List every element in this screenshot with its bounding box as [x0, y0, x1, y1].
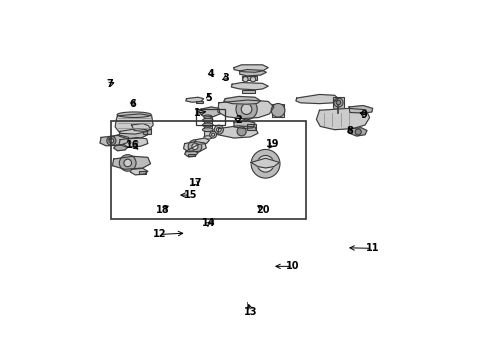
- Circle shape: [124, 159, 131, 167]
- Polygon shape: [218, 126, 258, 138]
- Circle shape: [188, 140, 202, 153]
- Polygon shape: [184, 141, 206, 152]
- Circle shape: [236, 99, 257, 120]
- Polygon shape: [131, 123, 150, 131]
- Polygon shape: [113, 156, 150, 169]
- Polygon shape: [119, 138, 148, 147]
- Ellipse shape: [204, 136, 212, 139]
- Text: 16: 16: [126, 140, 139, 150]
- Text: 15: 15: [184, 190, 197, 200]
- Polygon shape: [119, 129, 148, 139]
- Ellipse shape: [202, 123, 213, 127]
- Bar: [196, 100, 203, 103]
- Polygon shape: [100, 135, 129, 146]
- Polygon shape: [296, 94, 339, 104]
- Bar: [242, 76, 257, 80]
- Polygon shape: [234, 65, 268, 72]
- Text: 12: 12: [152, 229, 166, 239]
- Polygon shape: [224, 96, 261, 104]
- Circle shape: [107, 136, 116, 145]
- Circle shape: [271, 103, 285, 117]
- Circle shape: [237, 127, 246, 136]
- Text: 2: 2: [236, 115, 243, 125]
- Polygon shape: [234, 121, 255, 129]
- Text: 3: 3: [222, 73, 229, 83]
- Bar: [189, 153, 196, 156]
- Circle shape: [250, 77, 256, 82]
- Text: 8: 8: [346, 126, 353, 136]
- Circle shape: [121, 141, 124, 144]
- Circle shape: [243, 77, 248, 82]
- Bar: [204, 117, 212, 138]
- Circle shape: [120, 155, 136, 171]
- Bar: [247, 124, 256, 130]
- Bar: [143, 127, 151, 134]
- Text: 6: 6: [129, 99, 136, 109]
- Polygon shape: [199, 107, 220, 117]
- Polygon shape: [240, 69, 267, 76]
- Circle shape: [251, 149, 280, 178]
- Text: 9: 9: [361, 110, 368, 120]
- Ellipse shape: [202, 128, 213, 132]
- Text: 11: 11: [366, 243, 379, 253]
- Text: 17: 17: [189, 178, 203, 188]
- Polygon shape: [218, 100, 274, 118]
- Polygon shape: [185, 151, 198, 157]
- Bar: [242, 90, 255, 93]
- Polygon shape: [349, 105, 372, 113]
- Ellipse shape: [202, 118, 213, 122]
- Polygon shape: [251, 158, 280, 168]
- Text: 18: 18: [156, 204, 170, 215]
- Bar: [272, 104, 284, 117]
- Ellipse shape: [204, 115, 212, 118]
- Circle shape: [334, 98, 343, 107]
- Circle shape: [257, 156, 274, 172]
- Bar: [111, 121, 306, 219]
- Circle shape: [262, 160, 270, 167]
- Bar: [333, 97, 344, 108]
- Text: 20: 20: [256, 204, 270, 215]
- Polygon shape: [186, 97, 204, 102]
- Circle shape: [135, 141, 138, 144]
- Circle shape: [192, 144, 198, 150]
- Polygon shape: [130, 168, 148, 175]
- Ellipse shape: [117, 112, 151, 117]
- Polygon shape: [231, 82, 268, 90]
- Text: 14: 14: [202, 219, 215, 228]
- Text: 7: 7: [106, 79, 113, 89]
- Circle shape: [212, 133, 215, 136]
- Polygon shape: [317, 108, 369, 130]
- Text: 10: 10: [286, 261, 300, 271]
- Circle shape: [336, 100, 341, 105]
- Polygon shape: [114, 144, 128, 151]
- Circle shape: [355, 129, 361, 135]
- Circle shape: [109, 139, 114, 143]
- Polygon shape: [350, 128, 367, 136]
- Circle shape: [214, 125, 223, 134]
- Polygon shape: [194, 138, 209, 144]
- Text: 19: 19: [267, 139, 280, 149]
- Bar: [196, 109, 224, 125]
- Circle shape: [128, 141, 131, 144]
- Polygon shape: [115, 114, 153, 134]
- Text: 13: 13: [245, 306, 258, 316]
- Circle shape: [241, 104, 252, 114]
- Text: 5: 5: [205, 93, 212, 103]
- Bar: [139, 171, 146, 174]
- Text: 4: 4: [208, 69, 215, 79]
- Text: 1: 1: [194, 108, 200, 118]
- Circle shape: [210, 131, 217, 138]
- Circle shape: [217, 127, 221, 132]
